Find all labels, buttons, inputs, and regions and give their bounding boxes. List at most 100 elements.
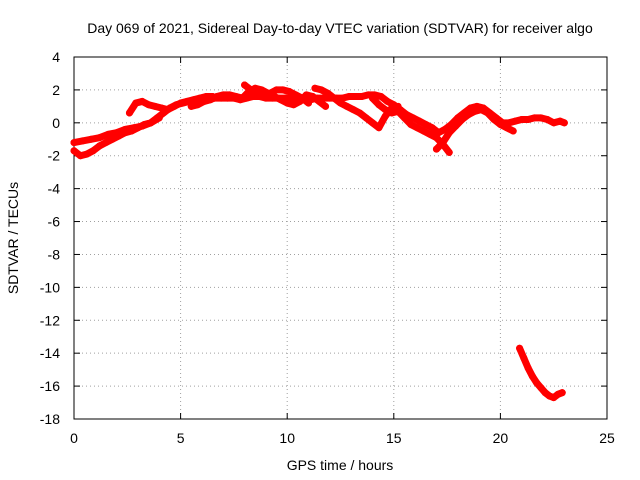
- data-point: [96, 142, 104, 150]
- data-point: [394, 102, 402, 110]
- data-point: [516, 344, 524, 352]
- data-point: [484, 109, 492, 117]
- data-point: [298, 94, 306, 102]
- data-point: [322, 102, 330, 110]
- data-point: [560, 119, 568, 127]
- data-point: [79, 137, 87, 145]
- data-point: [524, 116, 532, 124]
- data-point: [266, 89, 274, 97]
- data-point: [83, 150, 91, 158]
- data-point: [96, 134, 104, 142]
- data-point: [138, 122, 146, 130]
- data-point: [89, 147, 97, 155]
- data-point: [183, 97, 191, 105]
- data-point: [349, 106, 357, 114]
- data-point: [445, 129, 453, 137]
- data-point: [277, 96, 285, 104]
- data-point: [428, 124, 436, 132]
- x-tick-label: 15: [386, 430, 402, 446]
- data-point: [520, 354, 528, 362]
- data-point: [471, 107, 479, 115]
- data-point: [439, 139, 447, 147]
- x-tick-label: 10: [279, 430, 295, 446]
- data-point: [407, 120, 415, 128]
- data-point: [368, 94, 376, 102]
- data-point: [400, 114, 408, 122]
- y-tick-label: -18: [40, 411, 60, 427]
- data-point: [70, 139, 78, 147]
- y-tick-label: 2: [52, 82, 60, 98]
- data-point: [351, 92, 359, 100]
- data-series: [70, 81, 568, 402]
- data-point: [377, 92, 385, 100]
- data-point: [189, 96, 197, 104]
- y-tick-label: -10: [40, 279, 60, 295]
- data-point: [394, 107, 402, 115]
- y-tick-label: 4: [52, 49, 60, 65]
- x-tick-label: 5: [177, 430, 185, 446]
- data-point: [309, 92, 317, 100]
- data-point: [490, 116, 498, 124]
- x-tick-label: 20: [493, 430, 509, 446]
- y-tick-label: -12: [40, 312, 60, 328]
- y-tick-label: -4: [48, 181, 61, 197]
- data-point: [76, 152, 84, 160]
- data-point: [226, 91, 234, 99]
- data-point: [375, 124, 383, 132]
- data-point: [330, 94, 338, 102]
- data-point: [324, 89, 332, 97]
- data-point: [177, 99, 185, 107]
- data-point: [157, 104, 165, 112]
- data-point: [415, 117, 423, 125]
- series-arc-7: [432, 106, 517, 153]
- data-point: [413, 124, 421, 132]
- y-tick-label: -14: [40, 345, 60, 361]
- data-point: [87, 135, 95, 143]
- data-point: [524, 364, 532, 372]
- data-point: [420, 127, 428, 135]
- data-point: [305, 99, 313, 107]
- y-tick-labels: 4 2 0 -2 -4 -6 -8 -10 -12 -14 -16 -18: [40, 49, 60, 427]
- data-point: [533, 379, 541, 387]
- data-point: [219, 91, 227, 99]
- axis-ticks: [73, 56, 608, 420]
- data-point: [70, 147, 78, 155]
- data-point: [247, 86, 255, 94]
- data-point: [432, 145, 440, 153]
- data-point: [315, 97, 323, 105]
- data-point: [279, 86, 287, 94]
- data-point: [138, 97, 146, 105]
- data-point: [164, 106, 172, 114]
- data-point: [518, 116, 526, 124]
- data-point: [113, 129, 121, 137]
- data-point: [426, 130, 434, 138]
- y-axis-label: SDTVAR / TECUs: [5, 182, 21, 294]
- data-point: [170, 102, 178, 110]
- data-point: [317, 86, 325, 94]
- plot-frame: [73, 56, 608, 420]
- data-point: [375, 101, 383, 109]
- data-point: [130, 124, 138, 132]
- data-point: [422, 120, 430, 128]
- data-point: [285, 88, 293, 96]
- data-point: [445, 148, 453, 156]
- data-point: [132, 99, 140, 107]
- data-point: [537, 384, 545, 392]
- y-tick-label: -6: [48, 214, 61, 230]
- data-point: [273, 86, 281, 94]
- chart-title: Day 069 of 2021, Sidereal Day-to-day VTE…: [87, 20, 593, 36]
- data-point: [260, 91, 268, 99]
- data-point: [232, 92, 240, 100]
- data-point: [503, 124, 511, 132]
- data-point: [290, 101, 298, 109]
- y-tick-label: 0: [52, 115, 60, 131]
- x-axis-label: GPS time / hours: [287, 457, 394, 473]
- data-point: [108, 135, 116, 143]
- data-point: [147, 119, 155, 127]
- data-point: [253, 89, 261, 97]
- data-point: [368, 119, 376, 127]
- data-point: [151, 102, 159, 110]
- data-point: [337, 99, 344, 107]
- data-point: [388, 109, 396, 117]
